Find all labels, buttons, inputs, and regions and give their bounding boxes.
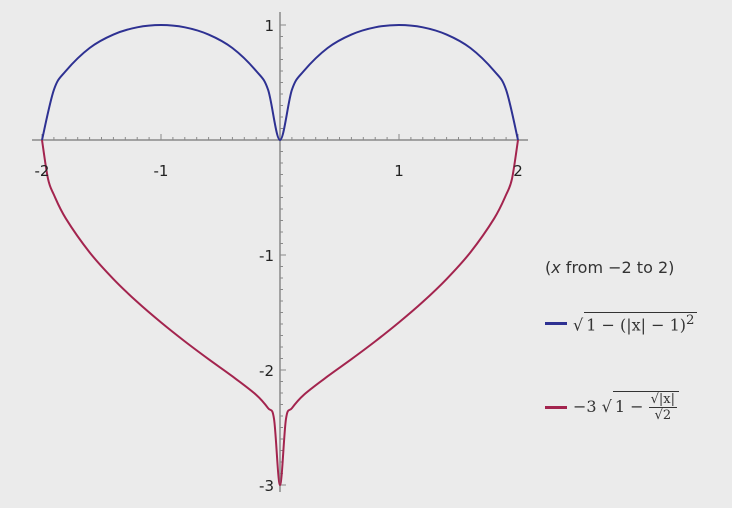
series-2-line [41,139,519,487]
x-tick-label: 2 [513,162,523,180]
x-tick-label: -2 [35,162,50,180]
y-tick-label: -3 [259,477,274,495]
legend-formula-series-1: √ 1 − (|x| − 1)2 [573,311,697,335]
y-tick-label: 1 [264,17,274,35]
legend-item-series-1: √ 1 − (|x| − 1)2 [545,303,730,343]
curves [41,23,519,487]
y-tick-label: -2 [259,362,274,380]
legend-range-open: ( [545,258,552,277]
legend-range-text: from −2 to 2) [560,258,675,277]
y-tick-label: -1 [259,247,274,265]
legend-s1-outer: 1 − (|x| − 1) [586,315,687,335]
legend-swatch-series-2 [545,405,567,409]
legend: (x from −2 to 2) √ 1 − (|x| − 1)2 −3 √ 1 −… [545,258,730,427]
legend-root-2: 1 − √|x| √2 [612,391,680,423]
legend-s2-coef: −3 [573,397,597,416]
axes [32,12,528,492]
legend-s2-one: 1 − [614,397,644,416]
legend-formula-series-2: −3 √ 1 − √|x| √2 [573,391,680,423]
tick-labels: -2 -1 1 2 1 -1 -2 -3 [35,17,523,495]
legend-fraction: √|x| √2 [648,392,678,423]
x-tick-label: 1 [394,162,404,180]
legend-range-var: x [551,258,561,277]
legend-s2-den: √2 [654,408,672,423]
legend-s1-exp: 2 [686,312,695,328]
x-tick-label: -1 [154,162,169,180]
legend-swatch-series-1 [545,321,567,325]
legend-root-1: 1 − (|x| − 1)2 [584,311,697,335]
legend-item-series-2: −3 √ 1 − √|x| √2 [545,387,730,427]
legend-s2-num: √|x| [648,392,678,408]
legend-range: (x from −2 to 2) [545,258,730,277]
series-1-line [41,23,519,142]
